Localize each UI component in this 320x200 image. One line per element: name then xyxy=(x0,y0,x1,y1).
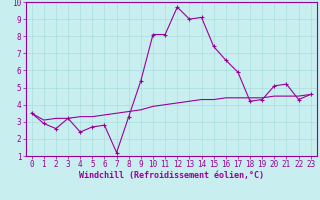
X-axis label: Windchill (Refroidissement éolien,°C): Windchill (Refroidissement éolien,°C) xyxy=(79,171,264,180)
